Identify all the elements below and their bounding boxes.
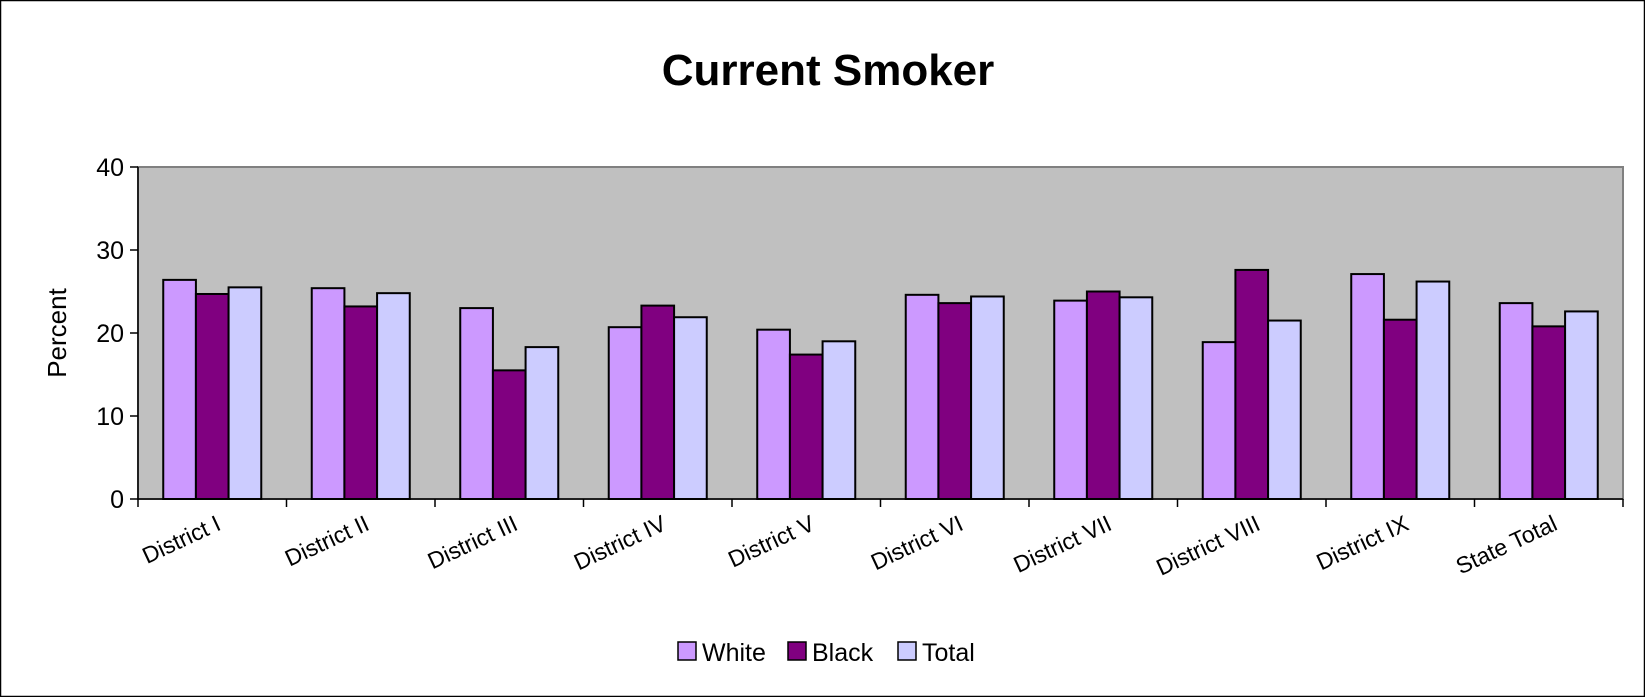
bar-white-district-vii [1053, 299, 1088, 500]
bar-white-district-ii [310, 287, 346, 500]
y-axis: 0 10 20 30 40 [96, 154, 139, 514]
bar-white-district-viii [1201, 341, 1237, 500]
bar-black-district-iii [491, 369, 527, 500]
bar-black-district-ix [1382, 318, 1418, 500]
y-axis-label: Percent [42, 287, 72, 377]
bar-total-district-iv [673, 316, 708, 501]
bar-total-state-total [1564, 310, 1599, 501]
legend-swatch-black [787, 641, 807, 661]
bar-black-district-viii [1234, 268, 1270, 501]
bar-white-district-i [162, 278, 197, 500]
bar-black-district-i [194, 292, 230, 500]
y-tick-label: 40 [96, 154, 124, 182]
bar-total-district-ix [1415, 280, 1451, 501]
y-tick-label: 30 [96, 237, 124, 265]
bar-total-district-vii [1118, 296, 1154, 500]
legend-label-black: Black [812, 639, 874, 667]
legend-label-white: White [702, 639, 766, 667]
bar-black-district-ii [343, 305, 379, 500]
bar-total-district-vi [970, 295, 1005, 501]
bar-white-district-vi [904, 293, 940, 500]
bar-total-district-i [227, 286, 263, 500]
legend-swatch-total [897, 641, 917, 661]
legend-label-total: Total [922, 639, 975, 667]
bar-total-district-iii [524, 346, 560, 500]
chart-title: Current Smoker [662, 46, 995, 95]
legend: White Black Total [677, 639, 975, 667]
bars-group [162, 268, 1599, 501]
y-tick-label: 0 [110, 486, 124, 514]
y-tick-label: 10 [96, 403, 124, 431]
bar-white-district-iii [459, 307, 494, 500]
bar-black-district-vi [937, 302, 973, 500]
bar-black-state-total [1531, 325, 1567, 500]
bar-total-district-v [821, 340, 857, 500]
bar-total-district-ii [376, 292, 411, 500]
bar-white-district-v [756, 328, 791, 500]
y-tick-label: 20 [96, 320, 124, 348]
bar-black-district-v [788, 353, 824, 500]
bar-total-district-viii [1267, 319, 1302, 500]
bar-black-district-iv [640, 304, 676, 500]
bar-white-state-total [1498, 302, 1534, 500]
bar-white-district-ix [1350, 273, 1385, 500]
bar-white-district-iv [607, 326, 643, 500]
bar-black-district-vii [1085, 290, 1121, 500]
legend-swatch-white [677, 641, 697, 661]
